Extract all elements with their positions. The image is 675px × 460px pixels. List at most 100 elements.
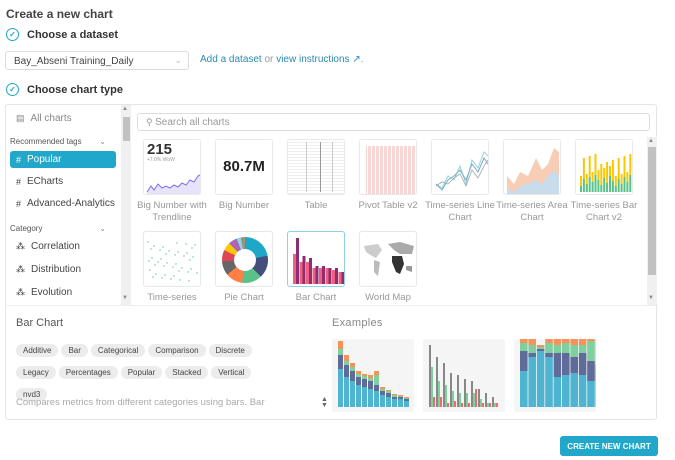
sidebar-item-all-charts[interactable]: ▤ All charts — [10, 110, 116, 127]
view-instructions-link[interactable]: view instructions — [276, 54, 350, 65]
chart-card-table[interactable]: Table — [286, 139, 346, 212]
chart-card-time-series-area[interactable]: Time-series Area Chart — [496, 139, 568, 224]
tag: Percentages — [58, 366, 118, 379]
sidebar-item-correlation[interactable]: ⁂ Correlation — [10, 238, 116, 255]
chart-card-big-number-trendline[interactable]: 215 +7.0% WoW Big Number with Trendline — [137, 139, 207, 224]
dataset-select[interactable]: Bay_Abseni Training_Daily ⌄ — [5, 51, 189, 70]
chevron-down-icon: ⌄ — [99, 137, 106, 146]
table-thumbnail-icon — [287, 139, 345, 195]
thumb-big-number: 215 — [147, 141, 173, 158]
chart-card-world-map[interactable]: World Map — [358, 231, 418, 304]
line-chart-thumbnail-icon — [431, 139, 489, 195]
section-label: Category — [10, 224, 43, 233]
chevron-down-icon: ⌄ — [174, 55, 182, 65]
chart-card-label: Time-series Line Chart — [425, 200, 495, 223]
scroll-down-icon[interactable]: ▼ — [122, 295, 128, 301]
chart-card-time-series-line[interactable]: Time-series Line Chart — [425, 139, 495, 224]
chart-card-big-number[interactable]: 80.7M Big Number — [214, 139, 274, 212]
chart-card-label: World Map — [365, 292, 411, 303]
chart-grid: 215 +7.0% WoW Big Number with Trendline … — [137, 137, 647, 305]
sidebar-scrollbar[interactable]: ▲ ▼ — [121, 105, 131, 305]
scroll-up-icon[interactable]: ▲ — [122, 106, 128, 112]
examples-title: Examples — [332, 317, 383, 329]
chart-card-label: Big Number with Trendline — [137, 200, 207, 223]
description-scroll[interactable]: ▲ ▼ — [321, 396, 328, 409]
scrollbar-thumb[interactable] — [648, 147, 656, 275]
search-icon: ⚲ — [146, 117, 156, 127]
tag: Categorical — [90, 344, 146, 357]
scrollbar-thumb[interactable] — [123, 117, 130, 141]
thumb-big-number: 80.7M — [223, 158, 265, 175]
sidebar-item-label: Evolution — [31, 287, 73, 298]
check-circle-icon: ✓ — [6, 28, 19, 41]
section-label: Recommended tags — [10, 137, 82, 146]
category-header[interactable]: Category ⌄ — [10, 224, 110, 233]
scroll-up-icon[interactable]: ▲ — [321, 396, 328, 403]
gallery-scrollbar[interactable]: ▲ ▼ — [647, 137, 657, 305]
or-text: or — [264, 54, 274, 65]
sidebar-item-advanced-analytics[interactable]: # Advanced-Analytics — [10, 195, 116, 212]
pie-chart-thumbnail-icon — [215, 231, 273, 287]
sidebar-item-distribution[interactable]: ⁂ Distribution — [10, 261, 116, 278]
tag: Discrete — [208, 344, 252, 357]
chart-thumbnail: 80.7M — [215, 139, 273, 195]
chart-card-time-series-bar[interactable]: Time-series Bar Chart v2 — [571, 139, 637, 224]
dataset-selected-value: Bay_Abseni Training_Daily — [14, 56, 134, 67]
chart-card-label: Table — [304, 200, 328, 211]
scroll-up-icon[interactable]: ▲ — [648, 138, 654, 144]
chart-card-pie[interactable]: Pie Chart — [214, 231, 274, 304]
chart-card-label: Time-series — [147, 292, 197, 303]
tag: Popular — [120, 366, 163, 379]
chart-thumbnail: 215 +7.0% WoW — [143, 139, 201, 195]
chart-description: Compares metrics from different categori… — [16, 397, 265, 408]
hash-icon: # — [16, 176, 22, 187]
chart-card-time-series-scatter[interactable]: Time-series — [142, 231, 202, 304]
bar-chart-thumbnail-icon — [575, 139, 633, 195]
example-image-1 — [332, 339, 414, 412]
external-link-icon[interactable]: ↗ — [349, 54, 361, 65]
tag: Additive — [16, 344, 59, 357]
chart-card-label: Pivot Table v2 — [358, 200, 418, 211]
step-choose-chart-type: ✓ Choose chart type — [6, 83, 123, 96]
sidebar-item-evolution[interactable]: ⁂ Evolution — [10, 284, 116, 301]
tag: Legacy — [16, 366, 56, 379]
chart-card-label: Big Number — [218, 200, 270, 211]
page-title: Create a new chart — [6, 7, 113, 21]
sidebar-item-label: All charts — [30, 113, 72, 124]
add-dataset-link[interactable]: Add a dataset — [200, 54, 262, 65]
category-icon: ⁂ — [16, 287, 25, 297]
dataset-links: Add a dataset or view instructions ↗. — [200, 54, 364, 65]
world-map-thumbnail-icon — [359, 231, 417, 287]
thumb-sub: +7.0% WoW — [147, 157, 175, 163]
sidebar-item-label: Correlation — [31, 241, 80, 252]
step-label: Choose chart type — [27, 83, 123, 96]
sidebar-item-popular[interactable]: # Popular — [10, 151, 116, 168]
chevron-down-icon: ⌄ — [99, 224, 106, 233]
divider — [6, 305, 656, 306]
scroll-down-icon[interactable]: ▼ — [648, 295, 654, 301]
tag: Vertical — [211, 366, 252, 379]
scroll-down-icon[interactable]: ▼ — [321, 402, 328, 409]
trendline-icon — [146, 174, 200, 194]
tag: Stacked — [165, 366, 209, 379]
chart-card-label: Pie Chart — [224, 292, 264, 303]
hash-icon: # — [16, 198, 22, 209]
create-new-chart-button[interactable]: CREATE NEW CHART — [560, 436, 658, 456]
bar-chart-thumbnail-icon — [287, 231, 345, 287]
chart-card-bar[interactable]: Bar Chart — [286, 231, 346, 304]
sidebar-item-echarts[interactable]: # ECharts — [10, 173, 116, 190]
all-charts-icon: ▤ — [16, 113, 25, 123]
recommended-tags-header[interactable]: Recommended tags ⌄ — [10, 137, 110, 146]
sidebar-item-label: Popular — [27, 154, 62, 165]
example-image-2 — [423, 339, 505, 412]
category-icon: ⁂ — [16, 241, 25, 251]
hash-icon: # — [16, 154, 22, 165]
chart-card-pivot-table[interactable]: Pivot Table v2 — [358, 139, 418, 212]
sidebar-item-label: ECharts — [27, 176, 64, 187]
sidebar-item-label: Advanced-Analytics — [27, 198, 115, 209]
search-input[interactable]: ⚲ Search all charts — [137, 113, 650, 131]
tag: Bar — [61, 344, 88, 357]
chart-card-label: Time-series Area Chart — [496, 200, 568, 223]
example-image-3 — [514, 339, 596, 412]
category-icon: ⁂ — [16, 264, 25, 274]
